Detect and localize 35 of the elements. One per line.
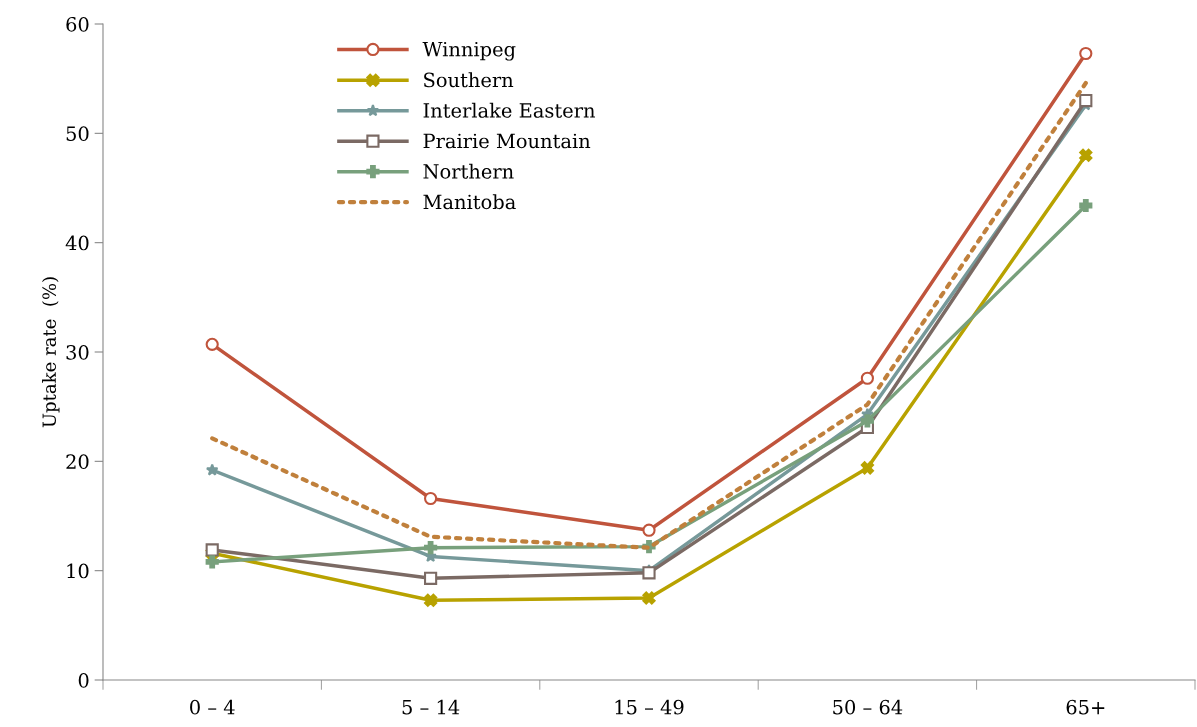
point <box>424 491 438 506</box>
x-tick-label: 0 – 4 <box>190 699 235 715</box>
y-axis-title: Uptake rate (%) <box>42 277 60 428</box>
point <box>642 591 656 605</box>
legend-label: Interlake Eastern <box>423 102 595 118</box>
point <box>860 371 874 385</box>
legend-label: Northern <box>423 163 514 179</box>
point <box>642 523 656 537</box>
y-tick-label: 20 <box>66 454 89 469</box>
x-tick-label: 65+ <box>1066 699 1105 715</box>
y-tick-label: 50 <box>66 126 89 141</box>
point <box>1079 46 1093 61</box>
point <box>1079 148 1093 162</box>
legend-label: Winnipeg <box>422 41 516 61</box>
point <box>424 593 438 607</box>
x-tick-label: 50 – 64 <box>833 699 903 715</box>
legend-label: Prairie Mountain <box>423 133 591 149</box>
legend-label: Southern <box>424 72 514 88</box>
point <box>860 461 874 475</box>
y-tick-label: 0 <box>78 672 89 688</box>
point <box>424 571 438 585</box>
y-tick-label: 40 <box>65 235 89 251</box>
point <box>205 543 219 557</box>
point <box>1079 198 1093 213</box>
x-tick-label: 5 – 14 <box>402 699 460 715</box>
point <box>860 414 874 428</box>
point <box>424 541 438 555</box>
point <box>205 463 219 476</box>
y-tick-label: 30 <box>66 344 89 360</box>
y-tick-label: 60 <box>66 16 89 32</box>
y-tick-label: 10 <box>67 563 89 579</box>
point <box>205 337 219 351</box>
x-tick-label: 15 – 49 <box>615 699 684 715</box>
point <box>205 555 219 569</box>
legend-label: Manitoba <box>423 194 516 210</box>
